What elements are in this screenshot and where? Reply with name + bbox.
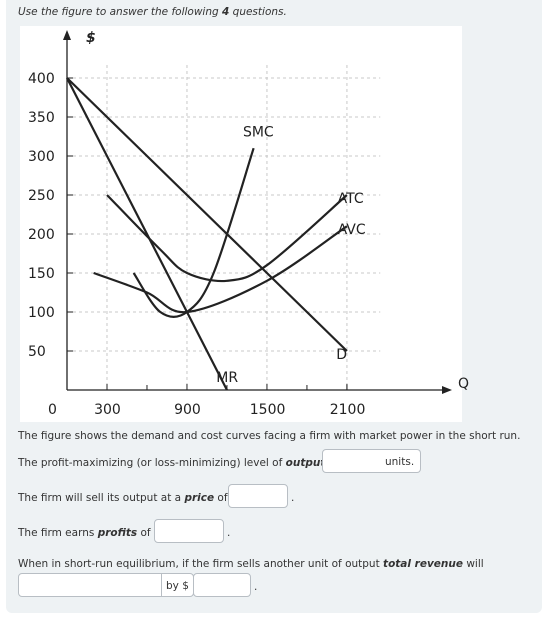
- d-curve: [66, 77, 348, 352]
- profits-input[interactable]: [154, 519, 224, 543]
- q2-period: .: [291, 492, 295, 504]
- instruction-suffix: questions.: [232, 6, 287, 18]
- x-tick-label: 0: [48, 402, 57, 418]
- x-tick-label: 900: [174, 402, 201, 418]
- avc-curve: [93, 225, 348, 314]
- x-tick-label: 300: [94, 402, 121, 418]
- x-axis-arrow: [442, 386, 452, 394]
- total-revenue-change-select[interactable]: [18, 573, 162, 597]
- instruction-prefix: Use the figure to answer the following: [18, 6, 219, 18]
- q2-text: The firm will sell its output at a: [18, 492, 182, 504]
- y-axis-arrow: [63, 30, 71, 40]
- x-axis-label: Q: [458, 376, 469, 392]
- y-tick-label: 300: [28, 149, 55, 165]
- question-3-text: The firm earns profits of $: [18, 527, 161, 539]
- question-4-text: When in short-run equilibrium, if the fi…: [18, 558, 484, 570]
- q2-bold: price: [184, 492, 215, 504]
- chart-grid: [67, 65, 381, 390]
- by-dollar-label: by $: [161, 573, 194, 597]
- y-tick-label: 200: [28, 227, 55, 243]
- mr-curve: [66, 77, 228, 391]
- q1-text: The profit-maximizing (or loss-minimizin…: [18, 457, 283, 469]
- d-curve-label: D: [336, 347, 347, 363]
- q4-period: .: [254, 581, 258, 593]
- atc-curve: [106, 194, 348, 283]
- avc-curve-label: AVC: [338, 222, 366, 238]
- output-level-input[interactable]: [322, 449, 382, 473]
- y-axis-label: $: [86, 30, 96, 46]
- atc-curve-label: ATC: [338, 191, 364, 207]
- q4-bold: total revenue: [383, 558, 463, 570]
- q1-bold: output: [285, 457, 326, 469]
- units-suffix: units.: [381, 449, 422, 473]
- cost-curves-chart: 50 100 150 200 250 300 350 400 0 300 900 1500 2100 $ Q…: [28, 30, 469, 418]
- instruction-count: 4: [222, 6, 230, 18]
- q3-period: .: [227, 527, 231, 539]
- price-input[interactable]: [228, 484, 288, 508]
- x-tick-label: 2100: [330, 402, 366, 418]
- q3-text: The firm earns: [18, 527, 95, 539]
- q3-bold: profits: [97, 527, 138, 539]
- x-tick-label: 1500: [250, 402, 286, 418]
- chart-background: [20, 26, 462, 422]
- y-tick-label: 400: [28, 71, 55, 87]
- y-tick-label: 100: [28, 305, 55, 321]
- question-2-text: The firm will sell its output at a price…: [18, 492, 238, 504]
- chart-axes: [63, 30, 452, 394]
- y-tick-label: 150: [28, 266, 55, 282]
- total-revenue-amount-input[interactable]: [193, 573, 251, 597]
- intro-text: The figure shows the demand and cost cur…: [18, 430, 521, 442]
- q4-text: When in short-run equilibrium, if the fi…: [18, 558, 380, 570]
- chart-labels: 50 100 150 200 250 300 350 400 0 300 900 1500 2100 $ Q…: [28, 30, 469, 418]
- q4-will: will: [466, 558, 484, 570]
- smc-curve: [132, 147, 255, 318]
- chart-curves: [66, 77, 348, 391]
- smc-curve-label: SMC: [243, 125, 274, 141]
- y-tick-label: 50: [28, 344, 46, 360]
- y-tick-label: 250: [28, 188, 55, 204]
- mr-curve-label: MR: [216, 370, 238, 386]
- y-tick-label: 350: [28, 110, 55, 126]
- question-1-text: The profit-maximizing (or loss-minimizin…: [18, 457, 337, 469]
- instruction-text: Use the figure to answer the following 4…: [18, 6, 287, 18]
